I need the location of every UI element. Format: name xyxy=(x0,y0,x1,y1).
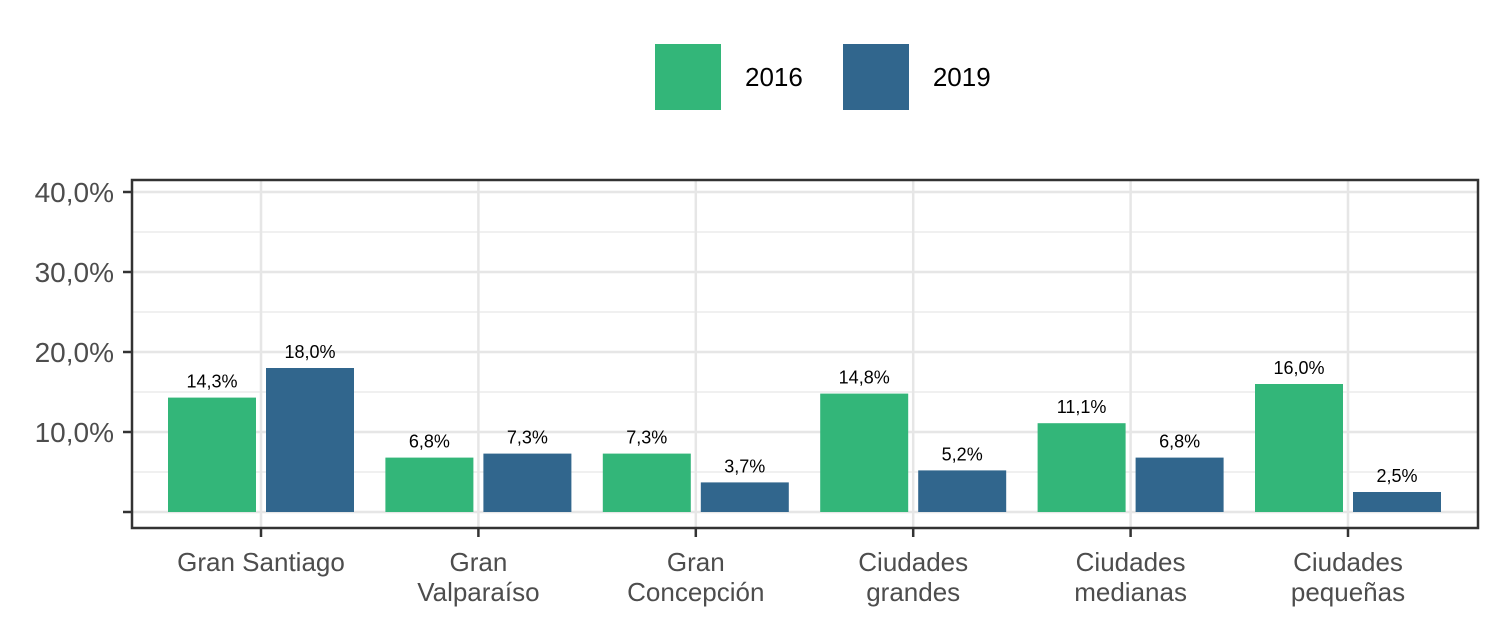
bar-2019 xyxy=(1135,457,1224,512)
data-label-2016: 14,8% xyxy=(839,368,890,388)
bar-2019 xyxy=(918,470,1007,512)
y-tick-label: 40,0% xyxy=(35,177,114,208)
data-label-2019: 7,3% xyxy=(507,428,548,448)
y-tick-label: 20,0% xyxy=(35,337,114,368)
bar-2016 xyxy=(168,397,256,512)
legend-item-2019: 2019 xyxy=(842,44,991,110)
legend: 2016 2019 xyxy=(655,44,1031,110)
y-tick-label: 10,0% xyxy=(35,417,114,448)
data-label-2019: 3,7% xyxy=(724,456,765,476)
data-label-2019: 2,5% xyxy=(1376,466,1417,486)
legend-swatch-2019 xyxy=(842,44,909,110)
x-tick-label: Ciudades pequeñas xyxy=(1291,547,1405,607)
x-tick-label: Gran Concepción xyxy=(627,547,764,607)
x-tick-label: Ciudades medianas xyxy=(1074,547,1187,607)
y-tick-label: 30,0% xyxy=(35,257,114,288)
x-tick-label: Ciudades grandes xyxy=(858,547,968,607)
legend-label-2016: 2016 xyxy=(745,61,803,92)
bar-2019 xyxy=(483,453,572,512)
data-label-2016: 6,8% xyxy=(409,432,450,452)
bar-2016 xyxy=(1255,384,1343,512)
bar-2019 xyxy=(266,368,354,512)
x-tick-label: Gran Santiago xyxy=(177,547,345,577)
data-label-2019: 6,8% xyxy=(1159,432,1200,452)
bar-2016 xyxy=(602,453,691,512)
x-tick-label: Gran Valparaíso xyxy=(417,547,539,607)
data-label-2019: 5,2% xyxy=(942,444,983,464)
data-label-2019: 18,0% xyxy=(284,342,335,362)
bar-2016 xyxy=(1037,423,1126,512)
bar-2019 xyxy=(1353,492,1441,512)
bar-2019 xyxy=(700,482,789,512)
data-label-2016: 11,1% xyxy=(1057,397,1107,417)
data-label-2016: 7,3% xyxy=(626,428,667,448)
data-label-2016: 16,0% xyxy=(1273,358,1324,378)
bar-2016 xyxy=(385,457,474,512)
legend-swatch-2016 xyxy=(655,44,721,110)
plot-border xyxy=(130,178,1480,530)
bar-2016 xyxy=(820,393,909,512)
legend-item-2016: 2016 xyxy=(655,44,803,110)
legend-label-2019: 2019 xyxy=(932,61,991,92)
data-label-2016: 14,3% xyxy=(186,372,237,392)
